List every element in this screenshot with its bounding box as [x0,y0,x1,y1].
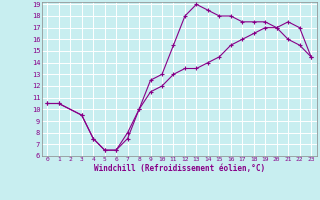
X-axis label: Windchill (Refroidissement éolien,°C): Windchill (Refroidissement éolien,°C) [94,164,265,173]
